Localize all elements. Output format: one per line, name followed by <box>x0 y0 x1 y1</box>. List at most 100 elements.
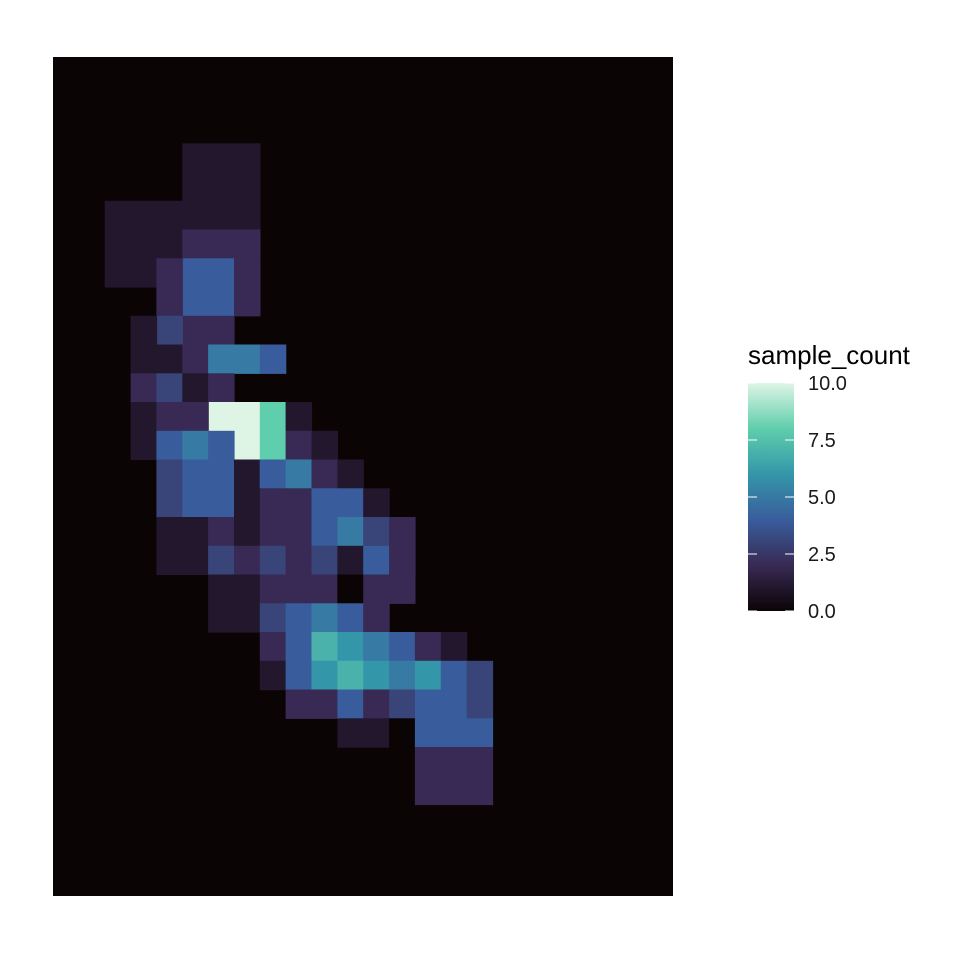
legend-ticks: 0.0 2.5 5.0 7.5 10.0 <box>748 373 847 623</box>
heatmap-cell <box>285 632 313 662</box>
heatmap-cell <box>285 459 313 489</box>
heatmap-cell <box>208 402 261 432</box>
heatmap-cell <box>208 373 235 403</box>
heatmap-cell <box>182 143 261 231</box>
heatmap-cell <box>337 718 390 748</box>
heatmap-cell <box>363 632 390 662</box>
heatmap-cell <box>363 517 390 547</box>
heatmap-cell <box>337 545 364 576</box>
heatmap-cell <box>466 718 494 748</box>
heatmap-cell <box>389 545 416 576</box>
heatmap-cell <box>363 574 416 604</box>
heatmap-cell <box>156 373 183 403</box>
heatmap-cell <box>259 574 287 604</box>
heatmap-cell <box>389 660 416 691</box>
heatmap-cell <box>259 660 287 691</box>
heatmap-cell <box>182 344 209 374</box>
heatmap-cell <box>414 689 468 719</box>
heatmap-cell <box>414 660 442 691</box>
heatmap-cell <box>259 545 287 576</box>
heatmap-cell <box>337 574 364 604</box>
heatmap-cell <box>156 315 183 346</box>
legend-tick-label: 0.0 <box>808 601 836 623</box>
heatmap-cell <box>285 689 338 719</box>
heatmap-cell <box>182 430 209 461</box>
heatmap-cell <box>363 603 390 633</box>
heatmap-cell <box>414 632 442 662</box>
heatmap-cell <box>363 545 390 576</box>
heatmap-cell <box>234 488 261 518</box>
heatmap-cell <box>311 430 338 461</box>
heatmap-cell <box>337 632 364 662</box>
heatmap-cell <box>208 545 235 576</box>
heatmap-cell <box>363 660 390 691</box>
heatmap-cell <box>130 315 158 374</box>
heatmap-cell <box>466 660 494 691</box>
heatmap-cell <box>363 488 390 518</box>
heatmap-cell <box>285 603 313 633</box>
heatmap-cell <box>337 459 364 489</box>
heatmap-cell <box>156 402 183 432</box>
heatmap-cell <box>389 689 416 719</box>
heatmap-cell <box>311 632 338 662</box>
heatmap-cell <box>285 402 313 432</box>
heatmap-cell <box>311 603 338 633</box>
heatmap-cell <box>208 430 235 461</box>
heatmap-cell <box>389 517 416 547</box>
heatmap-cell <box>363 689 390 719</box>
legend-tick-label: 10.0 <box>808 373 847 395</box>
legend-tick-label: 5.0 <box>808 487 836 509</box>
heatmap-cell <box>285 430 313 461</box>
heatmap-cell <box>156 430 183 461</box>
heatmap-cell <box>337 603 364 633</box>
heatmap-cell <box>208 574 261 633</box>
heatmap-cell <box>259 430 287 461</box>
heatmap-cell <box>156 459 183 518</box>
heatmap-cell <box>234 545 261 576</box>
plot-area <box>53 57 673 896</box>
heatmap-cell <box>414 747 494 806</box>
heatmap-cell <box>234 459 261 489</box>
legend: sample_count 0.0 2.5 5.0 7.5 10.0 <box>748 340 911 623</box>
heatmap-cell <box>259 517 287 547</box>
heatmap-cell <box>234 517 261 547</box>
legend-tick-label: 7.5 <box>808 430 836 452</box>
heatmap-cell <box>182 315 235 346</box>
heatmap-cell <box>389 632 416 662</box>
heatmap-cell <box>259 459 287 489</box>
heatmap-cell <box>285 488 313 518</box>
heatmap-cell <box>182 402 209 432</box>
heatmap-cell <box>182 373 209 403</box>
heatmap-cell <box>156 258 183 317</box>
heatmap-cell <box>337 517 364 547</box>
heatmap-cell <box>259 402 287 432</box>
heatmap-cell <box>285 517 313 547</box>
heatmap-cell <box>337 488 364 518</box>
heatmap-cell <box>130 402 158 461</box>
heatmap-cell <box>259 632 287 662</box>
heatmap-cell <box>259 488 287 518</box>
heatmap-cell <box>440 660 468 691</box>
heatmap-cell <box>208 517 235 547</box>
heatmap-cell <box>440 632 468 662</box>
heatmap-cell <box>389 718 416 748</box>
heatmap-cell <box>285 545 313 576</box>
heatmap-cell <box>182 229 261 259</box>
heatmap-cell <box>311 488 338 518</box>
heatmap-cell <box>182 459 209 518</box>
heatmap-cell <box>285 574 338 604</box>
heatmap-cell <box>208 344 261 374</box>
heatmap-cell <box>156 517 209 576</box>
heatmap-cell <box>466 689 494 719</box>
heatmap-cell <box>414 718 468 748</box>
heatmap-cell <box>259 603 287 633</box>
heatmap-cell <box>311 517 338 547</box>
heatmap-cell <box>182 258 235 317</box>
heatmap-cell <box>337 689 364 719</box>
heatmap-cell <box>311 545 338 576</box>
heatmap-cell <box>285 660 313 691</box>
heatmap-cell <box>311 660 338 691</box>
legend-tick-label: 2.5 <box>808 544 836 566</box>
